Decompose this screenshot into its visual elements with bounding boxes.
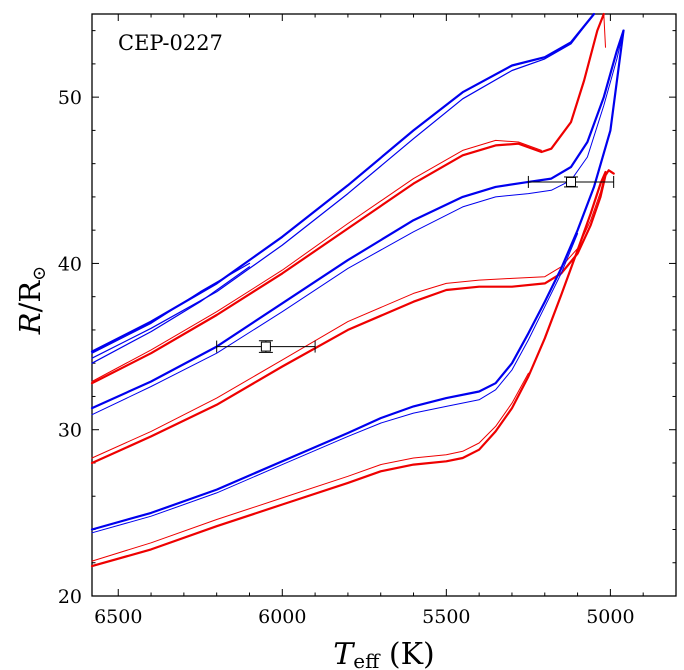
- y-tick-label: 30: [58, 420, 82, 442]
- series-line-red: [91, 171, 606, 459]
- tick-labels: 6500 6000 5500 5000 20 30 40 50: [58, 87, 635, 628]
- series-line-red: [90, 169, 615, 465]
- series-line-blue: [91, 266, 251, 364]
- chart-annotation: CEP-0227: [118, 31, 223, 55]
- y-axis-title: R/R⊙: [13, 266, 50, 336]
- data-point: [527, 175, 615, 188]
- y-tick-label: 50: [58, 87, 82, 109]
- series-line-red: [91, 139, 542, 382]
- data-point-marker: [260, 341, 271, 352]
- x-axis-title: Teff (K): [333, 637, 434, 670]
- series-line-blue: [91, 262, 251, 354]
- series-line-red: [91, 372, 529, 562]
- y-tick-label: 20: [58, 586, 82, 608]
- data-points: [216, 175, 615, 353]
- data-point-marker: [566, 176, 577, 187]
- x-tick-label: 5500: [422, 606, 470, 628]
- series-line-red: [603, 13, 606, 48]
- y-tick-label: 40: [58, 253, 82, 275]
- series-line-blue: [90, 29, 625, 410]
- data-point: [216, 340, 316, 353]
- series-line-blue: [91, 30, 624, 416]
- axis-ticks: [92, 14, 677, 597]
- series-line-blue: [91, 233, 579, 534]
- series-line-blue: [90, 29, 625, 531]
- x-tick-label: 6500: [94, 606, 142, 628]
- x-tick-label: 5000: [586, 606, 634, 628]
- series-line-blue: [90, 12, 596, 353]
- series-group: [90, 12, 625, 568]
- series-line-blue: [91, 13, 595, 359]
- plot-frame: [91, 13, 677, 597]
- series-line-red: [90, 170, 607, 568]
- series-line-red: [90, 12, 605, 385]
- x-tick-label: 6000: [258, 606, 306, 628]
